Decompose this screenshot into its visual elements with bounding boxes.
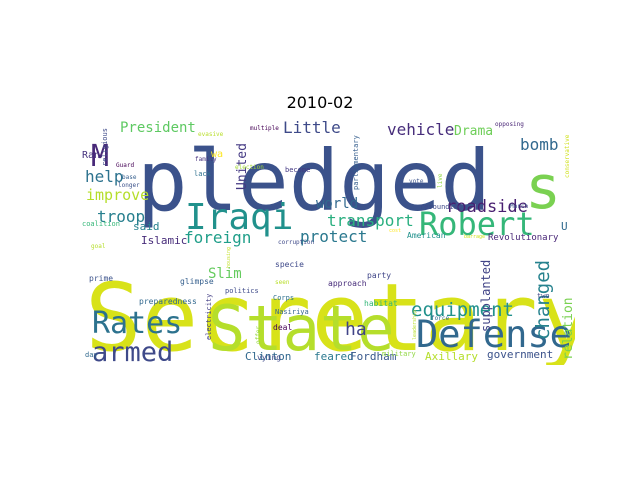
word-coalition: coalition — [82, 220, 120, 228]
word-deal: deal — [273, 323, 292, 332]
word-ran: Ran — [82, 150, 100, 161]
word-approach: approach — [328, 279, 367, 288]
word-u: U — [561, 220, 568, 233]
word-pledged: pledged — [137, 132, 491, 230]
word-feared: feared — [314, 350, 354, 363]
word-fordham: Fordham — [350, 350, 397, 363]
word-preparedness: preparedness — [139, 297, 197, 306]
word-government: government — [487, 348, 553, 361]
word-force: force — [431, 315, 449, 322]
word-protect: protect — [300, 227, 367, 246]
word-barrage: barrage — [464, 234, 485, 240]
word-habitat: habitat — [364, 299, 398, 308]
word-islamic: Islamic — [141, 234, 187, 247]
word-defense: Defense — [416, 313, 572, 356]
word-glimpse: glimpse — [180, 277, 214, 286]
word-vehicle: vehicle — [387, 120, 454, 139]
word-iraqi: Iraqi — [185, 197, 293, 238]
word-revolutionary: Revolutionary — [488, 233, 559, 243]
word-two: two — [537, 292, 550, 300]
word-corruption: corruption — [278, 239, 315, 246]
word-relation: relation — [561, 297, 575, 360]
word-seen: seen — [275, 279, 290, 286]
word-state: State — [208, 292, 395, 365]
word-president: President — [120, 120, 196, 136]
word-drama: Drama — [454, 124, 493, 139]
word-electricity: electricity — [205, 294, 213, 340]
word-ha: ha — [345, 319, 367, 340]
word-housing: housing — [226, 247, 232, 268]
word-foreign: foreign — [184, 228, 251, 247]
word-world: world — [316, 196, 358, 212]
word-longer: longer — [118, 182, 140, 189]
word-slim: Slim — [208, 266, 242, 282]
word-united: United — [235, 143, 250, 190]
word-axillary: Axillary — [425, 350, 478, 363]
word-religious: religious — [101, 128, 109, 166]
word-cloud: Secretary pledged State s Defense Robert Iraqi… — [82, 118, 575, 365]
word-party: party — [367, 271, 391, 280]
word-conservative: conservative — [564, 134, 571, 178]
word-rates: Rates — [92, 306, 182, 341]
word-resounding: resounding — [420, 203, 462, 211]
word-bomb: bomb — [520, 135, 559, 154]
word-corps: Corps — [273, 294, 294, 302]
word-become: become — [285, 166, 310, 174]
word-nasiriya: Nasiriya — [275, 308, 309, 316]
word-secretary: Secretary — [85, 264, 575, 365]
word-opposing: opposing — [495, 121, 524, 128]
word-changed: changed — [532, 260, 554, 340]
word-robert: Robert — [419, 205, 535, 243]
word-base: base — [122, 174, 137, 181]
word-clinton: Clinton — [245, 350, 291, 363]
word-day: day — [85, 351, 98, 359]
word-specie: specie — [275, 260, 304, 269]
word-help: help — [85, 167, 124, 186]
word-march: March — [510, 203, 528, 210]
word-evasive: evasive — [198, 131, 224, 138]
word-lack: lack — [194, 170, 212, 178]
word-american: American — [407, 231, 446, 240]
word-goal: goal — [91, 243, 106, 250]
word-supplanted: supplanted — [479, 260, 493, 332]
word-cost: cost — [389, 228, 401, 234]
word-armed: armed — [92, 337, 173, 365]
word-offer: offer — [255, 326, 262, 344]
word-s: s — [525, 153, 561, 223]
word-parliamentary: parliamentary — [352, 135, 360, 190]
word-politics: politics — [225, 287, 259, 295]
word-vote: vote — [409, 178, 424, 185]
word-guard: Guard — [116, 162, 134, 169]
word-vying: vying — [257, 353, 281, 362]
word-family: family — [195, 156, 217, 163]
word-roadside: roadside — [446, 197, 528, 217]
word-improve: improve — [86, 186, 149, 204]
word-prime: prime — [89, 274, 113, 283]
chart-title: 2010-02 — [286, 93, 354, 112]
word-live: live — [437, 173, 444, 188]
word-m: M — [91, 139, 109, 174]
word-multiple: multiple — [250, 125, 279, 132]
word-leadership: leadership — [412, 310, 418, 340]
word-said: said — [133, 220, 160, 233]
word-little: Little — [283, 118, 341, 137]
word-wa: wa — [211, 149, 223, 160]
word-troop: troop — [97, 207, 145, 226]
word-equipment: equipment — [411, 299, 514, 321]
word-election: election — [235, 164, 264, 171]
word-military: military — [382, 350, 416, 358]
word-transport: transport — [327, 211, 414, 230]
